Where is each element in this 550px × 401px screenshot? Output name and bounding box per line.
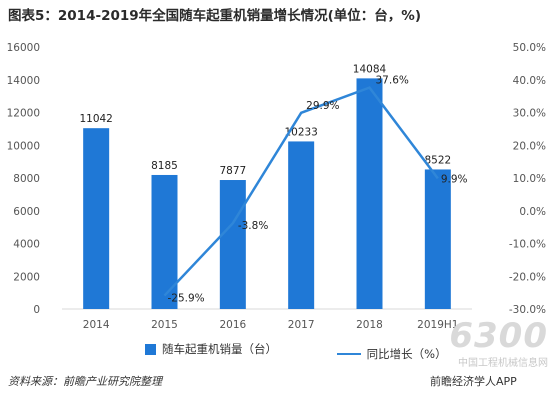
- y-left-tick-label: 16000: [7, 42, 40, 54]
- bar: [219, 180, 246, 309]
- legend-bar-swatch: [145, 343, 156, 355]
- chart-title: 图表5：2014-2019年全国随车起重机销量增长情况(单位：台，%): [8, 8, 422, 24]
- legend-label-growth: 同比增长（%）: [366, 346, 447, 361]
- y-right-tick-label: -20.0%: [509, 271, 546, 283]
- line-data-label: 9.9%: [441, 173, 468, 185]
- y-right-tick-label: 50.0%: [513, 42, 546, 54]
- bar: [288, 141, 315, 309]
- watermark: 6300 中国工程机械信息网: [408, 318, 548, 369]
- bar-data-label: 11042: [79, 113, 112, 125]
- bar: [151, 174, 178, 309]
- app-credit: 前瞻经济学人APP: [430, 375, 517, 388]
- legend: 随车起重机销量（台） 同比增长（%）: [145, 341, 503, 362]
- x-tick-label: 2015: [151, 319, 178, 331]
- bar-data-label: 8522: [424, 154, 451, 166]
- y-left-tick-label: 10000: [7, 140, 40, 152]
- legend-item-sales: 随车起重机销量（台）: [145, 341, 277, 357]
- legend-line-swatch: [336, 352, 361, 355]
- x-tick-label: 2017: [288, 319, 315, 331]
- bar-data-label: 14084: [353, 63, 387, 75]
- watermark-logo-text: 6300: [449, 316, 548, 356]
- bar: [83, 128, 110, 309]
- y-right-tick-label: 30.0%: [513, 108, 546, 120]
- y-left-tick-label: 6000: [13, 206, 40, 218]
- line-data-label: 37.6%: [376, 75, 409, 87]
- x-tick-label: 2014: [83, 319, 110, 331]
- line-data-label: -3.8%: [238, 220, 268, 232]
- y-left-tick-label: 12000: [7, 108, 40, 120]
- y-left-tick-label: 0: [33, 304, 40, 316]
- y-right-tick-label: 40.0%: [513, 75, 546, 87]
- x-tick-label: 2019H1: [417, 319, 458, 331]
- bar-data-label: 10233: [284, 126, 317, 138]
- y-right-tick-label: 20.0%: [513, 140, 546, 152]
- bar: [356, 78, 383, 309]
- legend-item-growth: 同比增长（%）: [336, 346, 447, 362]
- y-right-tick-label: 10.0%: [513, 173, 546, 185]
- line-data-label: -25.9%: [168, 293, 205, 305]
- growth-line: [163, 86, 439, 297]
- y-left-tick-label: 14000: [7, 75, 40, 87]
- y-right-tick-label: 0.0%: [519, 206, 546, 218]
- bar-data-label: 7877: [219, 165, 246, 177]
- chart-canvas: 0 2000 4000 6000 8000 10000 12000 14000 16000 -30…: [7, 42, 546, 331]
- legend-label-sales: 随车起重机销量（台）: [162, 342, 277, 356]
- y-right-tick-label: -10.0%: [509, 239, 546, 251]
- y-left-tick-label: 2000: [13, 271, 40, 283]
- line-data-label: 29.9%: [306, 100, 339, 112]
- y-right-tick-label: -30.0%: [509, 304, 546, 316]
- x-tick-label: 2018: [356, 319, 383, 331]
- source-note: 资料来源：前瞻产业研究院整理: [8, 375, 162, 388]
- y-left-tick-label: 4000: [13, 239, 40, 251]
- bar-data-label: 8185: [151, 160, 178, 172]
- y-left-tick-label: 8000: [13, 173, 40, 185]
- watermark-site-name: 中国工程机械信息网: [458, 358, 548, 369]
- bar: [424, 169, 451, 309]
- x-tick-label: 2016: [219, 319, 246, 331]
